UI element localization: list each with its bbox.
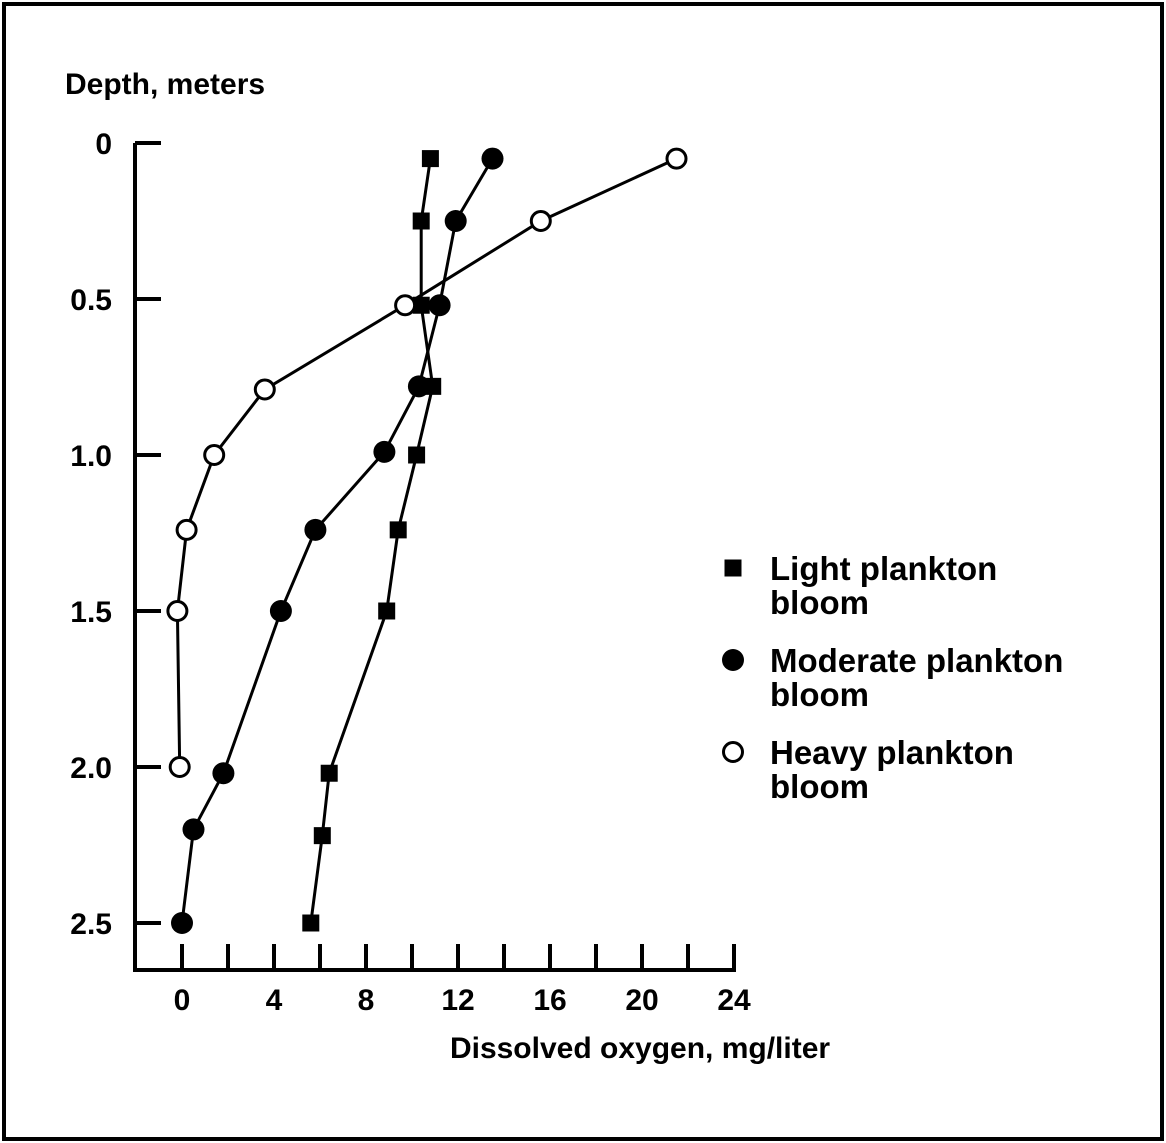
legend-label: bloom (770, 584, 869, 621)
data-point (529, 210, 552, 232)
y-tick-label: 2.5 (70, 908, 112, 941)
data-point (389, 521, 407, 539)
data-point (665, 147, 688, 170)
data-point (412, 296, 430, 314)
x-tick-label: 20 (625, 984, 658, 1017)
y-tick-label: 0.5 (70, 284, 112, 317)
y-tick-label: 0 (95, 128, 112, 161)
data-point (253, 378, 276, 401)
x-tick-label: 8 (358, 984, 375, 1017)
data-point (722, 649, 744, 671)
series-line (180, 157, 494, 924)
data-point (212, 762, 235, 785)
data-point (412, 212, 430, 230)
data-point (182, 818, 205, 841)
data-point (302, 914, 320, 932)
axes: 0 0.5 1.0 1.5 2.0 2.5 0 4 8 12 16 20 24 (70, 128, 751, 1017)
data-point (408, 446, 426, 464)
data-point (373, 440, 396, 463)
data-point (203, 444, 226, 466)
data-point (168, 756, 191, 778)
series-layer (166, 147, 688, 934)
data-point (320, 764, 338, 782)
series (302, 150, 442, 932)
legend-label: bloom (770, 768, 869, 805)
data-point (724, 559, 742, 577)
data-point (421, 150, 439, 168)
legend-label: Moderate plankton (770, 642, 1063, 679)
legend-label: Heavy plankton (770, 734, 1014, 771)
data-point (313, 827, 331, 845)
data-point (407, 375, 430, 398)
x-tick-label: 16 (533, 984, 566, 1017)
data-point (394, 294, 417, 317)
x-tick-label: 12 (441, 984, 474, 1017)
y-tick-label: 2.0 (70, 752, 112, 785)
series-line (309, 158, 435, 924)
data-point (722, 741, 744, 763)
data-point (481, 147, 504, 170)
data-point (428, 294, 451, 317)
y-tick-label: 1.0 (70, 440, 112, 473)
y-tick-label: 1.5 (70, 596, 112, 629)
data-point (166, 600, 189, 622)
x-axis-title: Dissolved oxygen, mg/liter (450, 1032, 830, 1065)
x-tick-label: 4 (266, 984, 283, 1017)
series (166, 147, 688, 778)
legend-label: Light plankton (770, 550, 997, 587)
data-point (378, 602, 396, 620)
data-point (175, 518, 198, 541)
series (171, 147, 504, 934)
y-axis-title: Depth, meters (65, 68, 265, 101)
data-point (269, 600, 292, 622)
legend-label: bloom (770, 676, 869, 713)
data-point (304, 518, 327, 541)
data-point (171, 912, 193, 934)
data-point (444, 210, 467, 232)
x-tick-label: 0 (174, 984, 191, 1017)
series-line (175, 157, 678, 768)
x-tick-label: 24 (717, 984, 751, 1017)
